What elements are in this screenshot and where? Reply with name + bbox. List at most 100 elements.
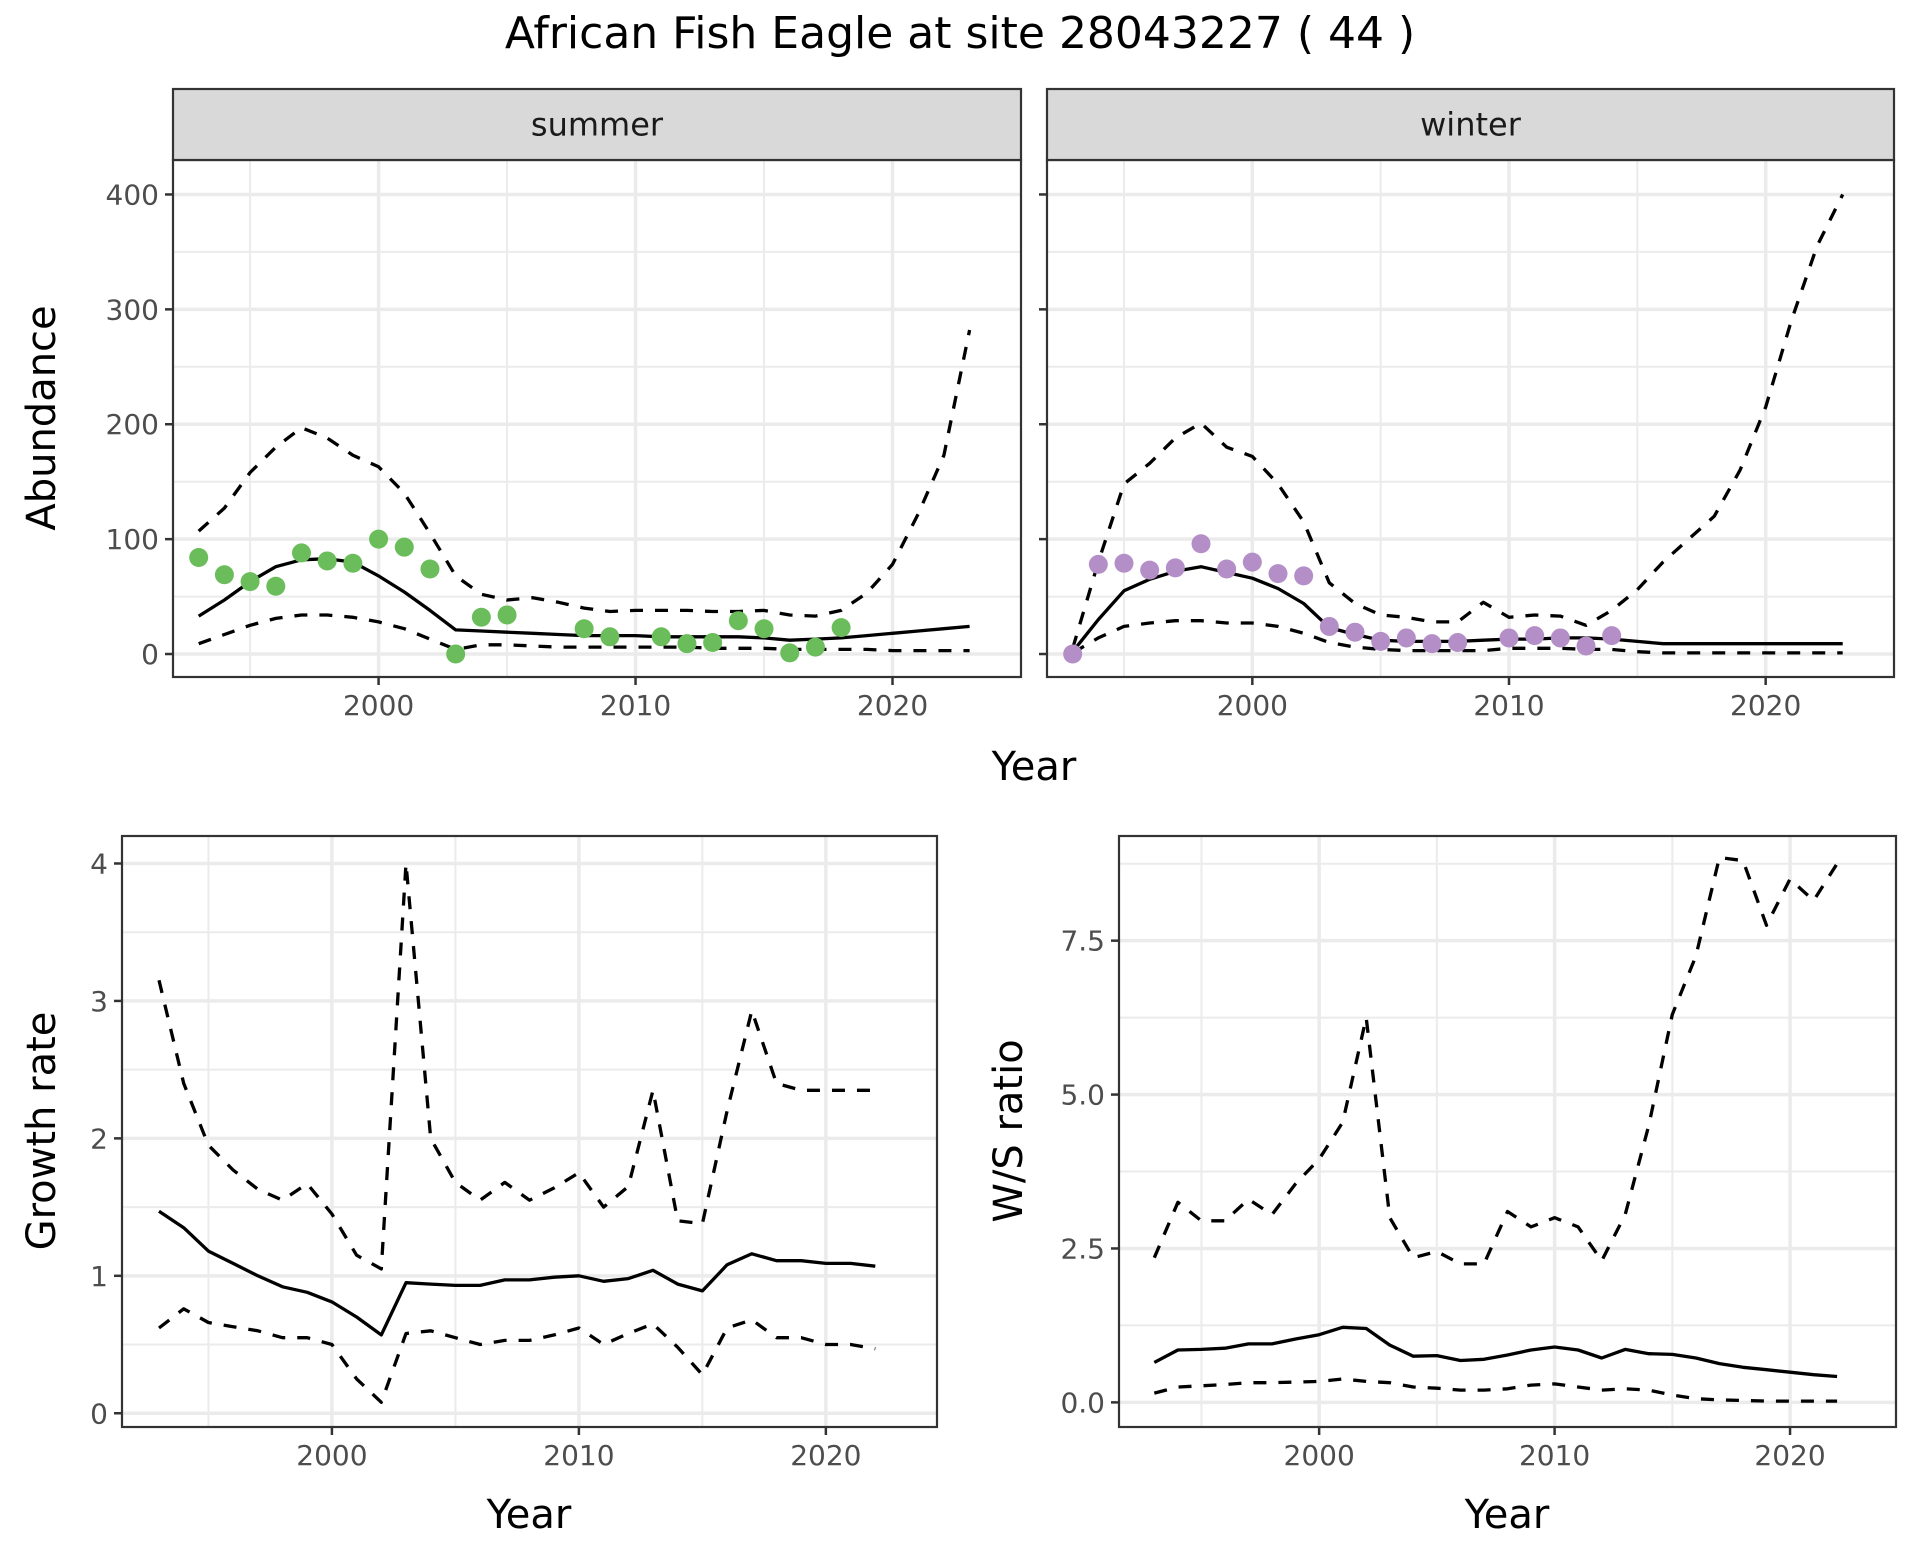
x-axis-title-growth-rate: Year (486, 1492, 572, 1538)
x-axis-title-ws-ratio: Year (1464, 1492, 1550, 1538)
data-point (291, 543, 311, 563)
x-tick-label: 2010 (1473, 689, 1544, 722)
y-tick-label: 400 (106, 178, 159, 211)
y-tick-label: 5.0 (1060, 1079, 1105, 1112)
data-point (1319, 616, 1339, 636)
abundance-winter-panel: winter 2000 2010 2020 (1039, 87, 1896, 722)
data-point (1165, 558, 1185, 578)
data-point (651, 627, 671, 647)
data-point (1602, 626, 1622, 646)
y-tick-label: 300 (106, 293, 159, 326)
data-point (317, 551, 337, 571)
data-point (1576, 636, 1596, 656)
y-tick-label: 4 (90, 847, 108, 880)
data-point (343, 553, 363, 573)
panel-border (120, 834, 939, 1429)
data-point (1063, 644, 1083, 664)
x-tick-label: 2000 (296, 1439, 367, 1472)
x-tick-label: 2020 (1754, 1439, 1825, 1472)
data-point (1345, 622, 1365, 642)
data-point (728, 611, 748, 631)
y-tick-label: 0 (90, 1397, 108, 1430)
y-tick-label: 7.5 (1060, 925, 1105, 958)
data-point (703, 633, 723, 653)
data-point (1140, 560, 1160, 580)
data-point (240, 572, 260, 592)
data-point (1525, 626, 1545, 646)
series-line-upper (1071, 193, 1845, 649)
y-tick-label: 200 (106, 408, 159, 441)
y-tick-label: 0.0 (1060, 1386, 1105, 1419)
data-point (189, 548, 209, 568)
series-line-upper (157, 861, 876, 1271)
data-point (1217, 559, 1237, 579)
x-axis-title-top: Year (991, 744, 1077, 790)
data-point (831, 618, 851, 638)
x-tick-label: 2000 (343, 689, 414, 722)
data-point (1396, 628, 1416, 648)
x-tick-label: 2020 (857, 689, 928, 722)
x-tick-label: 2010 (600, 689, 671, 722)
facet-strip (1045, 87, 1896, 162)
growth-rate-panel: 2000 2010 2020 0 1 2 3 4 (90, 834, 939, 1472)
data-point (1242, 552, 1262, 572)
y-axis-title-growth-rate: Growth rate (19, 1012, 65, 1251)
series-line-upper (197, 329, 972, 618)
x-tick-label: 2000 (1217, 689, 1288, 722)
facet-strip (171, 87, 1023, 162)
data-point (754, 619, 774, 639)
abundance-summer-panel: summer 2000 2010 2020 0 100 200 300 400 (106, 87, 1023, 722)
y-tick-label: 100 (106, 523, 159, 556)
data-point (497, 605, 517, 625)
x-tick-label: 2010 (1519, 1439, 1590, 1472)
y-axis-title-abundance: Abundance (19, 305, 65, 530)
plot-background (1047, 160, 1894, 677)
series-line-lower (157, 1307, 876, 1404)
data-point (574, 619, 594, 639)
series-line-lower (1071, 619, 1843, 655)
x-tick-label: 2000 (1284, 1439, 1355, 1472)
y-tick-label: 0 (141, 638, 159, 671)
plot-background (122, 836, 937, 1427)
y-tick-label: 2 (90, 1122, 108, 1155)
data-point (1294, 566, 1314, 586)
y-tick-label: 2.5 (1060, 1232, 1105, 1265)
data-point (1550, 628, 1570, 648)
data-point (446, 644, 466, 664)
series-line-mean (158, 1209, 876, 1337)
data-point (1422, 634, 1442, 654)
x-tick-label: 2020 (790, 1439, 861, 1472)
data-point (394, 537, 414, 557)
panel-border (1117, 834, 1898, 1429)
plot-background (173, 160, 1021, 677)
facet-label-winter: winter (1420, 106, 1522, 144)
data-point (1448, 633, 1468, 653)
facet-label-summer: summer (531, 106, 664, 144)
data-point (1088, 554, 1108, 574)
data-point (1268, 564, 1288, 584)
data-point (1371, 631, 1391, 651)
y-tick-label: 1 (90, 1260, 108, 1293)
data-point (266, 576, 286, 596)
y-tick-label: 3 (90, 985, 108, 1018)
data-point (214, 565, 234, 585)
y-axis-title-ws-ratio: W/S ratio (986, 1039, 1032, 1222)
data-point (780, 643, 800, 663)
data-point (1191, 534, 1211, 554)
chart-title: African Fish Eagle at site 28043227 ( 44… (505, 8, 1415, 59)
data-point (1114, 553, 1134, 573)
data-point (1499, 628, 1519, 648)
series-line-mean (1153, 1325, 1838, 1379)
x-tick-label: 2010 (543, 1439, 614, 1472)
data-point (420, 559, 440, 579)
series-line-lower (198, 613, 970, 653)
data-point (471, 607, 491, 627)
data-point (369, 529, 389, 549)
data-point (805, 637, 825, 657)
x-tick-label: 2020 (1730, 689, 1801, 722)
data-point (677, 634, 697, 654)
ws-ratio-panel: 2000 2010 2020 0.0 2.5 5.0 7.5 (1060, 834, 1898, 1472)
plot-background (1119, 836, 1896, 1427)
data-point (600, 627, 620, 647)
